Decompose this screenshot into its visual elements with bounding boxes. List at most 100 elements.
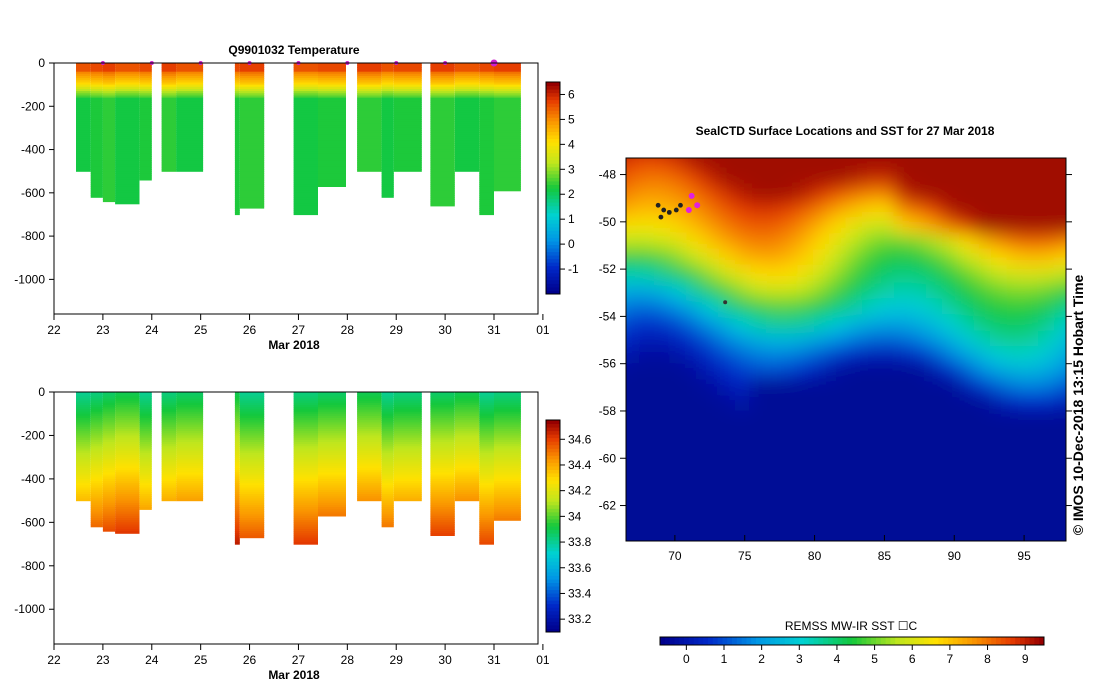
sst-cell — [626, 426, 639, 443]
profile-cell — [90, 78, 103, 81]
profile-cell — [176, 130, 204, 133]
profile-cell — [357, 450, 382, 454]
sst-cell — [798, 506, 815, 523]
profile-cell — [90, 69, 103, 73]
profile-cell — [381, 413, 394, 417]
sst-cell — [846, 506, 863, 523]
sst-cell — [782, 298, 799, 315]
sst-cell — [878, 158, 895, 171]
profile-cell — [161, 476, 177, 480]
sst-cell — [782, 538, 799, 541]
sst-cell — [830, 202, 847, 219]
profile-cell — [479, 162, 494, 166]
colorbar-cell — [546, 504, 560, 509]
profile-cell — [234, 515, 240, 519]
profile-cell — [234, 478, 240, 482]
profile-cell — [494, 515, 521, 519]
profile-cell — [139, 175, 152, 179]
profile-cell — [115, 418, 140, 421]
profile-cell — [494, 420, 521, 423]
profile-cell — [494, 494, 521, 497]
sst-cell — [846, 234, 863, 251]
profile-cell — [318, 394, 346, 397]
profile-cell — [76, 415, 91, 419]
profile-cell — [454, 468, 480, 471]
profile-cell — [90, 487, 103, 491]
profile-cell — [454, 465, 480, 469]
profile-cell — [90, 424, 103, 428]
sst-cell — [830, 442, 847, 459]
profile-cell — [393, 93, 422, 97]
profile-cell — [161, 149, 177, 153]
profile-cell — [430, 448, 455, 452]
profile-cell — [454, 400, 480, 404]
sst-cell — [670, 362, 687, 379]
profile-cell — [161, 76, 177, 79]
colorbar-tick-label: 33.4 — [568, 586, 592, 600]
profile-cell — [454, 97, 480, 101]
profile-cell — [90, 435, 103, 439]
sst-cell — [894, 158, 911, 171]
sst-cell — [910, 170, 927, 187]
sst-cell — [718, 314, 735, 331]
profile-cell — [176, 71, 204, 75]
profile-cell — [139, 156, 152, 159]
profile-cell — [239, 93, 265, 97]
profile-cell — [454, 82, 480, 86]
profile-cell — [293, 405, 318, 408]
profile-cell — [393, 127, 422, 131]
sst-cell — [670, 458, 687, 475]
profile-cell — [393, 151, 422, 155]
sst-cell — [926, 158, 943, 171]
profile-cell — [318, 415, 346, 419]
profile-cell — [90, 411, 103, 415]
profile-cell — [494, 71, 521, 75]
profile-cell — [76, 86, 91, 90]
sst-cell — [910, 202, 927, 219]
sst-cell — [654, 186, 671, 203]
colorbar-cell — [664, 637, 671, 645]
profile-cell — [494, 485, 521, 489]
sst-cell — [862, 186, 879, 203]
profile-cell — [76, 147, 91, 151]
profile-cell — [454, 112, 480, 116]
profile-cell — [494, 86, 521, 90]
profile-cell — [176, 99, 204, 103]
colorbar-cell — [546, 603, 560, 608]
profile-cell — [393, 474, 422, 478]
profile-cell — [454, 108, 480, 112]
sst-cell — [654, 522, 671, 539]
sst-cell — [910, 138, 927, 155]
profile-cell — [102, 494, 116, 497]
sst-cell — [894, 458, 911, 475]
sst-cell — [910, 266, 927, 283]
sst-cell — [878, 186, 895, 203]
profile-cell — [381, 418, 394, 421]
profile-cell — [102, 485, 116, 489]
profile-cell — [115, 437, 140, 441]
profile-cell — [90, 483, 103, 486]
colorbar-cell — [1000, 637, 1007, 645]
colorbar-cell — [546, 110, 560, 115]
profile-cell — [102, 413, 116, 417]
sst-cell — [766, 138, 783, 155]
profile-cell — [239, 132, 265, 135]
profile-cell — [76, 422, 91, 426]
profile-cell — [161, 468, 177, 471]
sst-cell — [638, 138, 655, 155]
profile-cell — [115, 483, 140, 486]
colorbar-cell — [852, 637, 858, 645]
profile-cell — [357, 437, 382, 441]
profile-cell — [234, 491, 240, 495]
profile-cell — [90, 437, 103, 441]
profile-cell — [293, 489, 318, 493]
profile-cell — [102, 511, 116, 515]
profile-cell — [479, 394, 494, 397]
colorbar-cell — [1020, 637, 1026, 645]
sst-cell — [974, 330, 991, 347]
sst-cell — [1006, 250, 1023, 267]
profile-cell — [293, 158, 318, 161]
profile-cell — [430, 459, 455, 463]
profile-cell — [357, 71, 382, 75]
profile-cell — [318, 509, 346, 513]
